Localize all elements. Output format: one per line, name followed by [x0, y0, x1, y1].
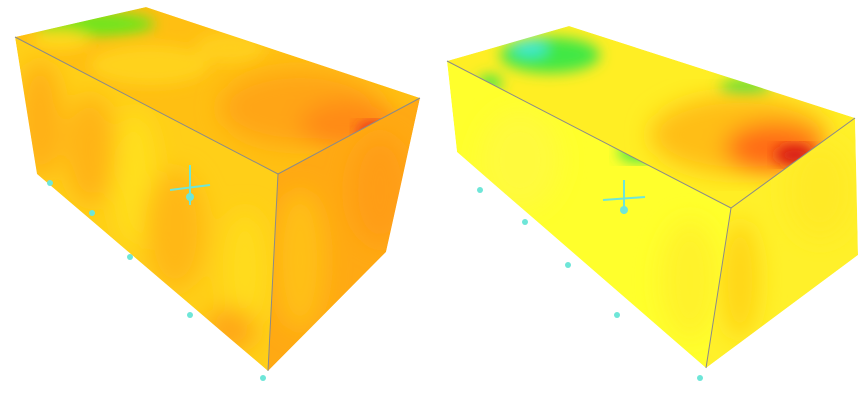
left-box-edges — [14, 36, 421, 372]
right-right-face — [706, 118, 858, 368]
left-front-face — [15, 37, 278, 371]
right-contour-box — [446, 26, 858, 381]
left-contour-box — [14, 7, 421, 381]
right-box-edges — [446, 60, 856, 369]
right-top-face — [447, 26, 855, 208]
left-axis-markers — [47, 165, 266, 381]
right-front-face — [447, 61, 731, 368]
left-right-face — [268, 98, 420, 371]
right-axis-markers — [477, 180, 703, 381]
